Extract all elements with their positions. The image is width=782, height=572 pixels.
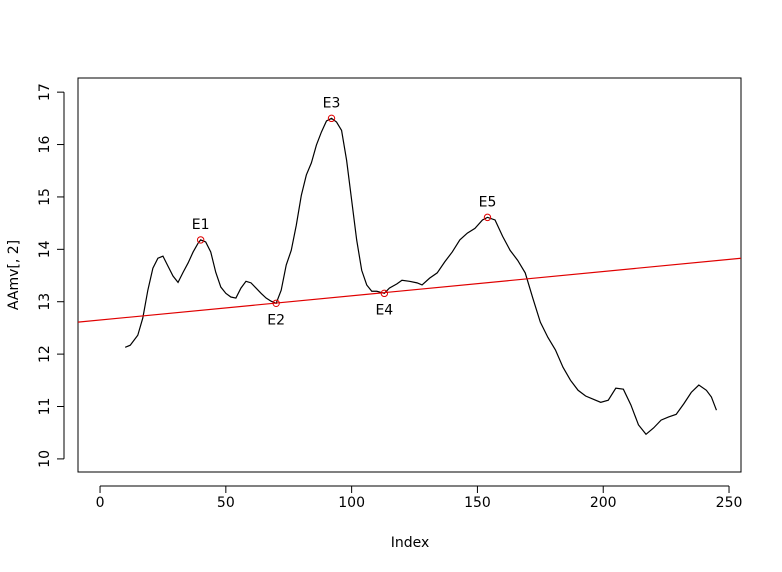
trend-line (78, 257, 741, 323)
data-line (124, 117, 718, 436)
point-label: E3 (323, 95, 341, 111)
plot-frame (77, 77, 742, 473)
y-tick-label: 13 (37, 293, 53, 311)
y-tick-label: 17 (37, 83, 53, 101)
x-tick-label: 250 (716, 495, 743, 511)
x-tick-label: 200 (590, 495, 617, 511)
y-tick-label: 15 (37, 188, 53, 206)
x-axis-label: Index (391, 535, 430, 551)
y-tick-label: 11 (37, 398, 53, 416)
extreme-point (380, 289, 389, 298)
y-tick-label: 16 (37, 136, 53, 154)
point-label: E2 (267, 312, 285, 328)
point-label: E5 (479, 194, 497, 210)
y-axis-label: AAmv[, 2] (6, 240, 22, 310)
extreme-point (196, 236, 205, 244)
y-tick-label: 10 (37, 450, 53, 468)
extreme-point (327, 114, 336, 123)
x-tick-label: 100 (338, 495, 365, 511)
y-tick-label: 12 (37, 345, 53, 363)
point-label: E4 (375, 302, 393, 318)
extreme-point (272, 299, 280, 307)
x-tick-label: 50 (217, 495, 235, 511)
point-label: E1 (192, 217, 210, 233)
x-tick-label: 0 (96, 495, 105, 511)
extreme-point (483, 213, 492, 222)
y-tick-label: 14 (37, 240, 53, 258)
x-tick-label: 150 (464, 495, 491, 511)
